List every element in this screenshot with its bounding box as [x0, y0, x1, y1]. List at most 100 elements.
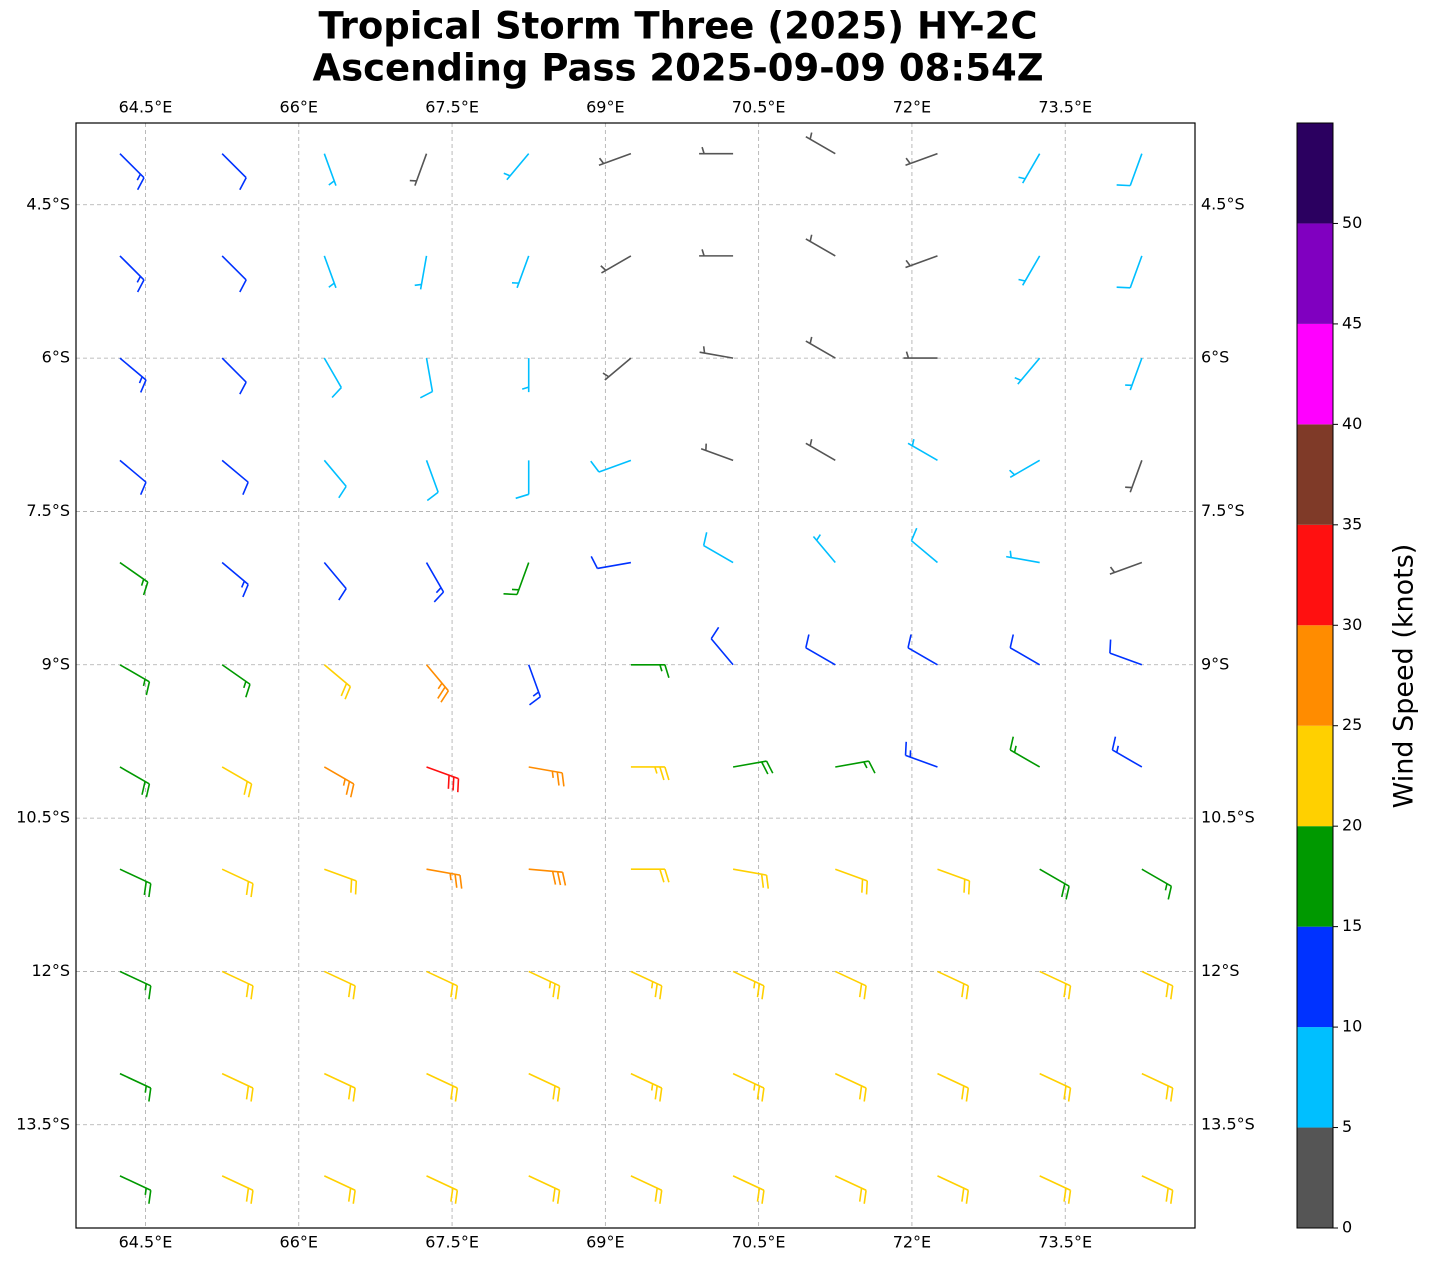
y-tick-label: 9°S: [1201, 654, 1229, 673]
y-tick-label: 4.5°S: [26, 194, 70, 213]
x-tick-label: 64.5°E: [119, 98, 173, 117]
wind-barb: [119, 766, 151, 798]
colorbar-segment: [1297, 1027, 1333, 1128]
wind-barb: [119, 153, 145, 191]
wind-barb: [221, 357, 247, 395]
colorbar-tick-label: 15: [1342, 916, 1362, 935]
wind-barb: [1039, 1072, 1072, 1102]
wind-barb: [1009, 634, 1041, 666]
wind-barb: [527, 664, 542, 706]
wind-barb: [1141, 1072, 1174, 1102]
wind-barb: [323, 664, 352, 700]
wind-barb: [834, 1072, 867, 1102]
y-tick-label: 9°S: [42, 654, 70, 673]
x-tick-label: 73.5°E: [1038, 98, 1092, 117]
chart-title: Tropical Storm Three (2025) HY-2C: [318, 5, 1037, 48]
x-tick-label: 67.5°E: [425, 1233, 479, 1252]
y-tick-label: 12°S: [31, 961, 70, 980]
wind-barb: [834, 1175, 867, 1204]
colorbar-tick-label: 50: [1342, 213, 1362, 232]
wind-barb: [503, 562, 530, 596]
x-tick-label: 66°E: [280, 1233, 318, 1252]
wind-barb: [699, 146, 734, 155]
wind-barb: [119, 970, 152, 1000]
wind-barb: [805, 132, 836, 155]
wind-barb: [1116, 153, 1143, 187]
wind-barb: [699, 249, 734, 257]
colorbar-frame: [1296, 122, 1334, 1229]
y-tick-label: 13.5°S: [1201, 1114, 1255, 1133]
wind-barb: [221, 1175, 254, 1204]
wind-barb: [937, 1072, 970, 1102]
wind-barb: [834, 970, 867, 1000]
wind-barb: [630, 1072, 663, 1102]
wind-barb: [1141, 1175, 1174, 1204]
colorbar-segment: [1297, 826, 1333, 927]
wind-barb: [323, 153, 337, 186]
colorbar-tick-label: 30: [1342, 615, 1362, 634]
wind-barb: [1009, 459, 1041, 479]
wind-barb: [426, 1175, 459, 1204]
wind-barb: [732, 1175, 765, 1204]
colorbar-segment: [1297, 524, 1333, 626]
wind-barb: [323, 1175, 356, 1204]
wind-barb: [1111, 736, 1143, 768]
x-tick-label: 67.5°E: [425, 98, 479, 117]
colorbar-tick-label: 5: [1342, 1117, 1352, 1136]
wind-barb: [119, 664, 151, 696]
wind-barb: [221, 459, 249, 496]
wind-barb: [221, 970, 254, 1000]
colorbar-tick-label: 10: [1342, 1017, 1362, 1036]
wind-barb: [426, 970, 459, 1000]
wind-barb: [323, 766, 355, 798]
wind-barb: [503, 153, 530, 181]
x-tick-label: 69°E: [586, 98, 624, 117]
colorbar-segment: [1297, 123, 1333, 224]
x-tick-label: 70.5°E: [732, 98, 786, 117]
colorbar-segment: [1297, 424, 1333, 525]
wind-barb: [910, 527, 938, 564]
wind-barb: [905, 255, 938, 269]
wind-barb: [937, 970, 970, 1000]
wind-barb: [119, 459, 147, 496]
wind-barb: [119, 357, 147, 393]
colorbar-tick-label: 40: [1342, 414, 1362, 433]
wind-barb: [426, 868, 463, 889]
wind-barb: [528, 1072, 561, 1102]
y-tick-label: 7.5°S: [1201, 501, 1245, 520]
y-tick-label: 7.5°S: [26, 501, 70, 520]
wind-barb: [602, 357, 632, 381]
y-tick-label: 13.5°S: [16, 1114, 70, 1133]
wind-barb: [1018, 255, 1041, 286]
wind-barb: [323, 970, 356, 1000]
y-tick-label: 6°S: [42, 348, 70, 367]
wind-barb: [419, 357, 434, 399]
wind-barb: [598, 152, 632, 167]
colorbar-tick-label: 25: [1342, 715, 1362, 734]
wind-barb: [699, 346, 734, 359]
wind-barb: [937, 1175, 970, 1204]
wind-barb: [732, 760, 774, 775]
wind-barb: [511, 255, 530, 289]
wind-barb: [409, 153, 428, 186]
wind-barb: [907, 634, 938, 666]
wind-barb: [119, 868, 152, 898]
wind-barb: [1039, 868, 1070, 900]
wind-barb: [937, 868, 971, 895]
wind-barb: [732, 1072, 765, 1102]
colorbar-tick-label: 45: [1342, 313, 1362, 332]
wind-barb: [323, 255, 337, 289]
wind-barb: [323, 357, 343, 399]
wind-barb: [425, 460, 439, 502]
y-tick-label: 6°S: [1201, 348, 1229, 367]
wind-barb: [905, 152, 938, 167]
wind-barb: [324, 868, 358, 895]
colorbar-segment: [1297, 725, 1333, 827]
wind-barb: [630, 663, 670, 679]
wind-barb: [221, 868, 254, 898]
colorbar-segment: [1297, 323, 1333, 425]
colorbar-segment: [1297, 223, 1333, 324]
y-tick-label: 4.5°S: [1201, 194, 1245, 213]
colorbar-label: Wind Speed (knots): [1389, 544, 1420, 809]
